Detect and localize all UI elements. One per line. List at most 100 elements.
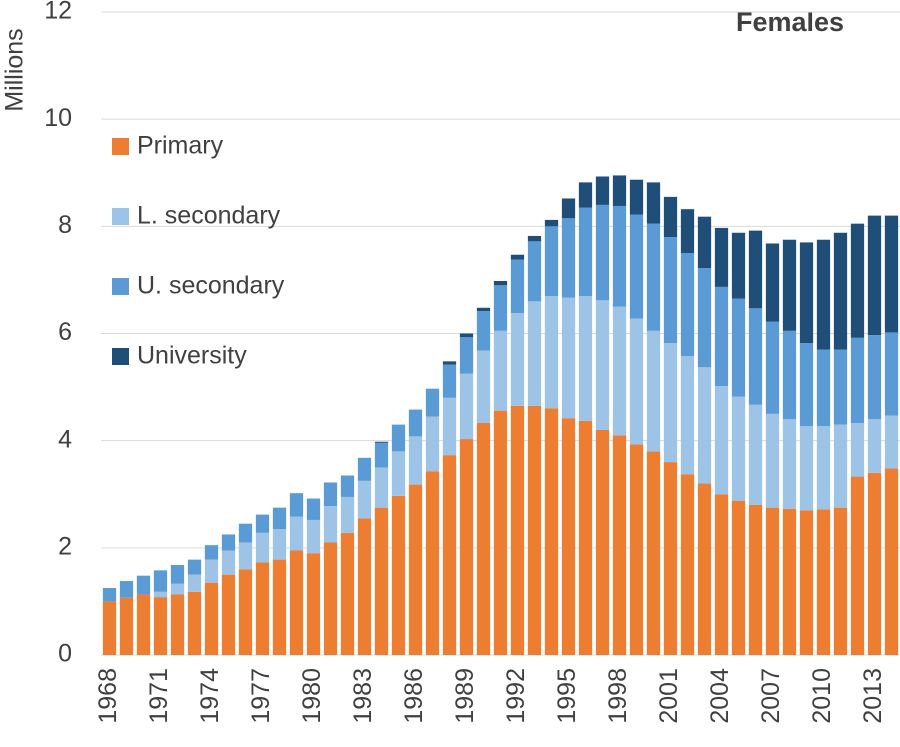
bar-segment xyxy=(272,559,287,655)
bar-segment xyxy=(799,510,814,655)
bar-segment xyxy=(799,426,814,511)
bar-segment xyxy=(459,373,474,440)
bar-segment xyxy=(255,514,270,533)
bar-segment xyxy=(459,337,474,374)
bar-segment xyxy=(221,550,236,575)
bar-segment xyxy=(629,444,644,655)
bar-segment xyxy=(850,223,865,338)
bar-segment xyxy=(323,482,338,507)
bar-segment xyxy=(323,506,338,543)
bar-segment xyxy=(510,254,525,260)
bar-segment xyxy=(833,349,848,425)
bar-segment xyxy=(816,426,831,510)
bar-segment xyxy=(680,209,695,254)
bar-segment xyxy=(697,268,712,368)
y-tick-label: 10 xyxy=(44,104,72,132)
y-tick-label: 8 xyxy=(58,211,72,239)
bar-segment xyxy=(187,574,202,592)
bar-segment xyxy=(595,176,610,205)
bar-segment xyxy=(102,588,117,602)
bar-segment xyxy=(816,509,831,655)
bar-segment xyxy=(357,518,372,655)
bar-segment xyxy=(374,507,389,655)
bar-segment xyxy=(680,356,695,475)
bar-segment xyxy=(833,232,848,350)
bar-segment xyxy=(204,559,219,583)
bar-segment xyxy=(527,405,542,655)
bar-segment xyxy=(408,436,423,485)
y-tick-label: 6 xyxy=(58,318,72,346)
bar-segment xyxy=(391,424,406,452)
legend-swatch xyxy=(112,208,129,225)
bar-segment xyxy=(459,333,474,338)
bar-segment xyxy=(765,321,780,414)
bar-segment xyxy=(476,307,491,311)
x-tick-label: 2007 xyxy=(757,668,785,724)
bar-segment xyxy=(850,422,865,477)
bar-segment xyxy=(884,468,899,655)
bar-segment xyxy=(714,286,729,387)
bar-segment xyxy=(272,529,287,560)
bar-segment xyxy=(374,441,389,443)
bar-segment xyxy=(476,422,491,655)
bar-segment xyxy=(714,227,729,287)
bar-segment xyxy=(238,569,253,655)
legend-label: Primary xyxy=(137,132,224,160)
bar-segment xyxy=(306,553,321,655)
bar-segment xyxy=(493,285,508,331)
bar-segment xyxy=(306,498,321,520)
bar-segment xyxy=(391,451,406,496)
bar-segment xyxy=(323,542,338,655)
bar-segment xyxy=(748,308,763,405)
bar-segment xyxy=(204,582,219,655)
y-tick-label: 4 xyxy=(58,425,72,453)
bar-segment xyxy=(136,575,151,595)
bar-segment xyxy=(272,507,287,530)
bar-segment xyxy=(646,330,661,452)
x-tick-label: 1974 xyxy=(196,668,224,724)
bar-segment xyxy=(510,313,525,406)
bar-segment xyxy=(561,297,576,419)
bar-segment xyxy=(289,550,304,655)
bar-segment xyxy=(646,182,661,224)
bar-segment xyxy=(629,318,644,445)
bar-segment xyxy=(612,435,627,655)
bar-segment xyxy=(867,472,882,655)
bar-segment xyxy=(595,300,610,430)
bar-segment xyxy=(782,419,797,509)
bar-segment xyxy=(119,581,134,598)
bar-segment xyxy=(697,216,712,269)
y-axis-label: Millions xyxy=(1,28,29,111)
bar-segment xyxy=(646,451,661,655)
bar-segment xyxy=(731,298,746,397)
bar-segment xyxy=(884,332,899,416)
bar-segment xyxy=(187,559,202,575)
bar-segment xyxy=(799,242,814,344)
bar-segment xyxy=(663,462,678,655)
bar-segment xyxy=(561,218,576,298)
legend-swatch xyxy=(112,278,129,295)
x-tick-label: 2010 xyxy=(808,668,836,724)
bar-segment xyxy=(629,214,644,319)
bar-segment xyxy=(153,570,168,592)
bar-segment xyxy=(459,439,474,655)
bar-segment xyxy=(782,508,797,655)
bar-segment xyxy=(493,410,508,655)
bar-segment xyxy=(119,597,134,655)
bar-segment xyxy=(680,474,695,655)
bar-segment xyxy=(595,429,610,655)
bar-segment xyxy=(578,182,593,208)
bar-segment xyxy=(612,175,627,206)
bar-segment xyxy=(561,198,576,219)
bar-segment xyxy=(697,483,712,655)
bar-segment xyxy=(731,500,746,655)
bar-segment xyxy=(867,419,882,473)
bar-segment xyxy=(765,413,780,508)
bar-segment xyxy=(153,597,168,655)
bar-segment xyxy=(391,495,406,655)
bar-segment xyxy=(357,457,372,481)
bar-segment xyxy=(527,241,542,302)
bar-segment xyxy=(425,388,440,417)
bar-segment xyxy=(340,532,355,655)
bar-segment xyxy=(561,418,576,655)
